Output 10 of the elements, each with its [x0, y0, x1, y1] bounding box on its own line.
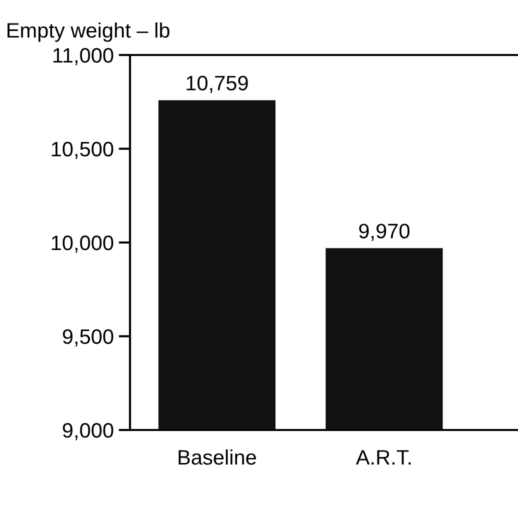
- x-tick-label: A.R.T.: [356, 450, 411, 465]
- y-tick-label: 9,000: [62, 423, 114, 440]
- y-tick-label: 10,500: [52, 142, 114, 159]
- y-tick-label: 9,500: [62, 329, 114, 346]
- y-axis-title: Empty weight – lb: [8, 22, 170, 42]
- x-tick-label: Baseline: [178, 449, 256, 465]
- y-tick-label: 11,000: [53, 48, 114, 66]
- data-label: 10,759: [186, 76, 248, 93]
- y-tick-label: 10,000: [52, 236, 114, 253]
- data-label: 9,970: [359, 224, 410, 241]
